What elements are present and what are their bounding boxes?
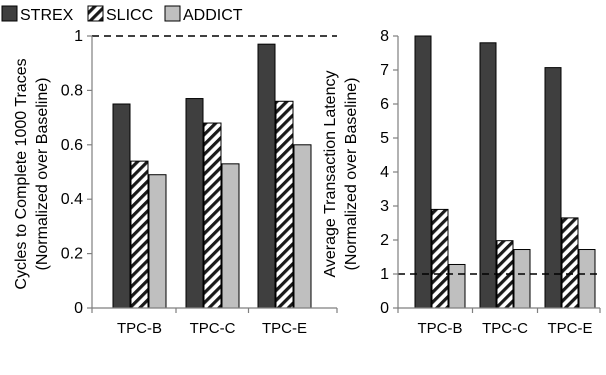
x-category-label: TPC-E [548,320,593,337]
y-tick-label: 0.4 [61,191,83,208]
y-tick-label: 0.6 [61,137,83,154]
bar-addict-tpc-c [221,163,240,309]
y-tick-label: 0.2 [61,246,83,263]
legend-label-strex: STREX [20,7,74,24]
y-tick-label: 3 [380,198,389,215]
x-category-label: TPC-C [190,320,236,337]
bar-strex-tpc-c [185,98,204,309]
y-axis-label-latency-line1: Average Transaction Latency [322,71,339,278]
bar-slicc-tpc-b [431,208,449,309]
bar-addict-tpc-b [448,263,466,309]
bar-addict-tpc-c [513,249,531,309]
y-axis-label-cycles-line1: Cycles to Complete 1000 Traces [13,58,30,289]
bar-slicc-tpc-c [203,122,222,309]
bar-slicc-tpc-e [275,100,294,309]
legend-label-addict: ADDICT [183,7,243,24]
bar-slicc-tpc-e [561,217,579,309]
y-tick-label: 2 [380,232,389,249]
x-category-label: TPC-B [418,320,463,337]
y-tick-label: 8 [380,28,389,45]
y-tick-label: 1 [74,28,83,45]
y-tick-label: 0 [380,300,389,317]
y-tick-label: 4 [380,164,389,181]
bar-strex-tpc-e [257,43,276,309]
y-tick-label: 0.8 [61,82,83,99]
x-category-label: TPC-C [482,320,528,337]
legend-swatch-slicc [87,5,104,22]
bar-strex-tpc-b [112,103,131,309]
chart-cycles: Cycles to Complete 1000 Traces (Normaliz… [13,28,338,337]
y-tick-label: 0 [74,300,83,317]
bar-addict-tpc-b [148,174,167,309]
x-category-label: TPC-B [117,320,162,337]
bar-strex-tpc-e [544,67,562,309]
legend-swatch-strex [1,5,18,22]
chart-latency: Average Transaction Latency (Normalized … [322,28,601,337]
y-tick-label: 6 [380,96,389,113]
y-tick-label: 7 [380,62,389,79]
y-tick-label: 5 [380,130,389,147]
y-axis-label-cycles-line2: (Normalized over Baseline) [34,78,51,271]
x-category-label: TPC-E [262,320,307,337]
y-axis-label-latency-line2: (Normalized over Baseline) [343,78,360,271]
y-tick-label: 1 [380,266,389,283]
bar-strex-tpc-c [479,42,497,309]
legend-swatch-addict [164,5,181,22]
bar-strex-tpc-b [414,35,432,309]
bar-addict-tpc-e [578,249,596,309]
bar-addict-tpc-e [293,144,312,309]
legend-label-slicc: SLICC [106,7,153,24]
legend: STREX SLICC ADDICT [1,5,243,24]
bar-slicc-tpc-b [130,160,149,309]
